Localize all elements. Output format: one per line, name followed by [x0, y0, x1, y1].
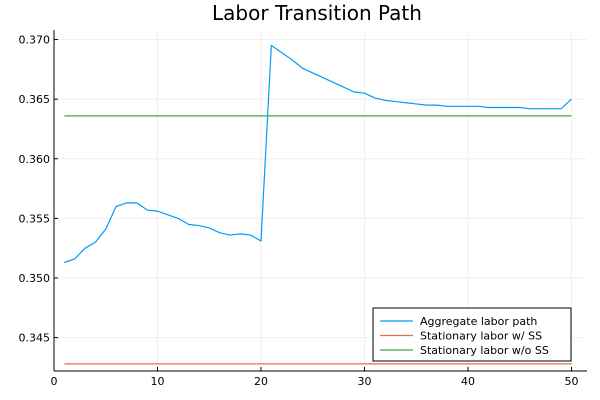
y-tick-label: 0.345: [19, 332, 51, 345]
x-tick-label: 20: [254, 375, 268, 388]
series-line-1: [64, 44, 572, 264]
x-tick-label: 10: [150, 375, 164, 388]
x-tick-label: 0: [51, 375, 58, 388]
x-tick-label: 40: [461, 375, 475, 388]
y-tick-label: 0.355: [19, 212, 51, 225]
legend-label: Stationary labor w/o SS: [420, 344, 549, 357]
grid: [53, 30, 587, 371]
y-tick-label: 0.365: [19, 93, 51, 106]
legend-box: [372, 307, 572, 362]
axes: 0 10 20 30 40 50 0.345 0.350 0.355 0.360 0.365 0.37…: [19, 30, 587, 388]
y-tick-label: 0.350: [19, 272, 51, 285]
y-tick-label: 0.370: [19, 34, 51, 47]
series-group: [64, 44, 572, 365]
x-tick-label: 50: [564, 375, 578, 388]
legend-label: Stationary labor w/ SS: [420, 330, 542, 343]
x-tick-label: 30: [357, 375, 371, 388]
y-tick-label: 0.360: [19, 153, 51, 166]
chart-title: Labor Transition Path: [212, 1, 422, 25]
legend: Aggregate labor path Stationary labor w/ …: [372, 307, 572, 362]
legend-label: Aggregate labor path: [420, 315, 537, 328]
